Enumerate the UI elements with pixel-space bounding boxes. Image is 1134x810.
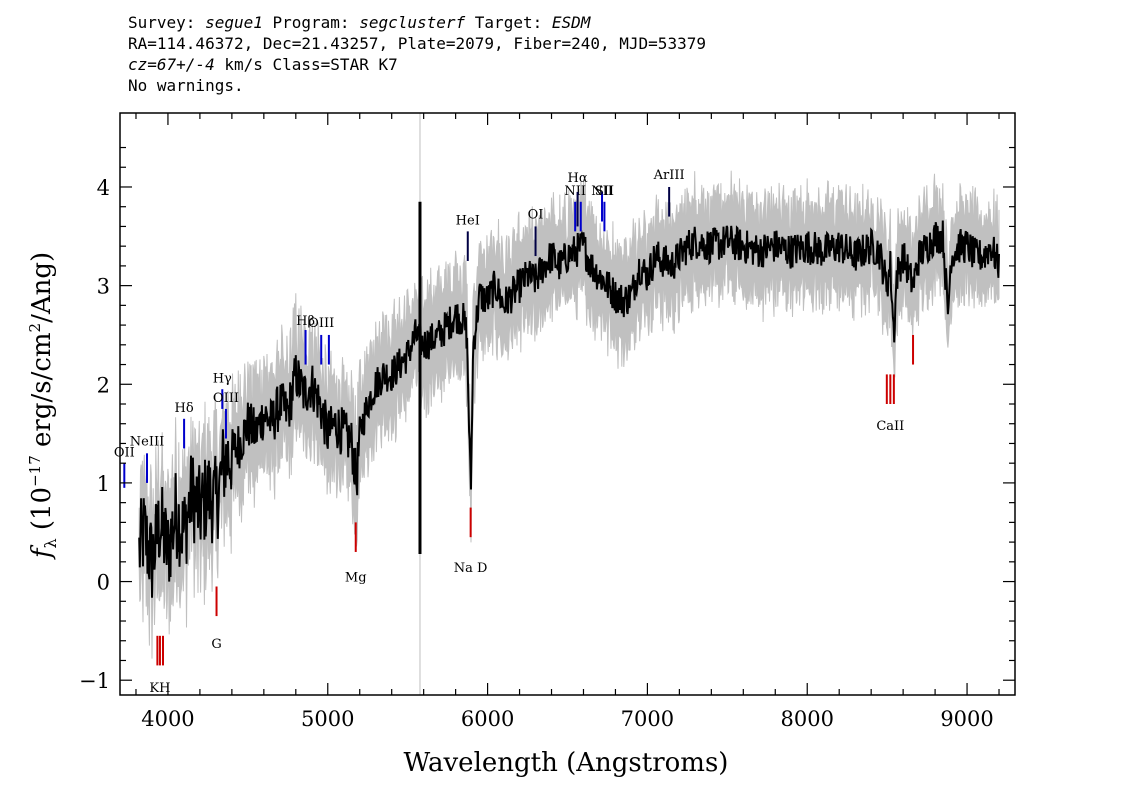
y-tick-label: 0 bbox=[97, 571, 110, 595]
line-marker-label: Hδ bbox=[175, 401, 194, 416]
line-marker-label: Mg bbox=[345, 571, 367, 586]
y-axis-title: fλ (10−17 erg/s/cm2/Ang) bbox=[26, 252, 60, 560]
x-tick-label: 9000 bbox=[940, 707, 993, 731]
x-tick-label: 5000 bbox=[301, 707, 354, 731]
line-marker-label: NeIII bbox=[130, 434, 164, 449]
line-marker-label: G bbox=[211, 637, 221, 652]
line-marker-label: HeI bbox=[456, 213, 480, 228]
line-marker-label: Na D bbox=[454, 561, 488, 576]
program-value: segclusterf bbox=[359, 13, 466, 32]
x-tick-label: 6000 bbox=[461, 707, 514, 731]
survey-value: segue1 bbox=[205, 13, 263, 32]
line-marker-label: Hα bbox=[568, 171, 588, 186]
target-prefix: Target: bbox=[465, 13, 552, 32]
spectrum-header: Survey: segue1 Program: segclusterf Targ… bbox=[128, 12, 706, 96]
line-marker-label: NII bbox=[564, 184, 586, 199]
line-marker-label: KH bbox=[149, 681, 170, 696]
x-axis-title: Wavelength (Angstroms) bbox=[404, 748, 729, 778]
target-value: ESDM bbox=[551, 13, 591, 32]
line-marker-label: Hβ bbox=[296, 314, 315, 329]
y-tick-label: 2 bbox=[97, 373, 110, 397]
line-marker-label: ArIII bbox=[653, 168, 685, 183]
y-tick-label: 1 bbox=[97, 472, 110, 496]
header-line-survey: Survey: segue1 Program: segclusterf Targ… bbox=[128, 12, 706, 33]
header-line-warnings: No warnings. bbox=[128, 76, 244, 95]
line-marker-label: OIII bbox=[213, 391, 239, 406]
line-marker-label: OII bbox=[114, 445, 135, 460]
line-marker-label: CaII bbox=[876, 419, 904, 434]
x-tick-label: 8000 bbox=[781, 707, 834, 731]
y-tick-label: 4 bbox=[97, 176, 110, 200]
spectrum-line-layer bbox=[138, 201, 1000, 598]
header-line-coordinates: RA=114.46372, Dec=21.43257, Plate=2079, … bbox=[128, 34, 706, 53]
y-tick-label: 3 bbox=[97, 275, 110, 299]
line-marker-label: OI bbox=[528, 208, 544, 223]
line-marker-label: SII bbox=[595, 184, 614, 199]
survey-prefix: Survey: bbox=[128, 13, 206, 32]
line-marker-label: OIII bbox=[308, 316, 334, 331]
cz-value: cz=67+/-4 bbox=[128, 55, 215, 74]
line-marker-label: NII bbox=[591, 184, 613, 199]
axes-layer: 4000 5000 6000 7000 8000 9000 −1 0 1 2 3 4 bbox=[79, 112, 1016, 731]
spectrum-line bbox=[138, 220, 1000, 598]
line-marker-label: Hγ bbox=[213, 371, 232, 386]
program-prefix: Program: bbox=[262, 13, 360, 32]
x-tick-label: 4000 bbox=[141, 707, 194, 731]
x-tick-label: 7000 bbox=[621, 707, 674, 731]
class-text: km/s Class=STAR K7 bbox=[214, 55, 398, 74]
header-line-redshift: cz=67+/-4 km/s Class=STAR K7 bbox=[128, 54, 706, 75]
y-tick-label: −1 bbox=[79, 669, 110, 693]
